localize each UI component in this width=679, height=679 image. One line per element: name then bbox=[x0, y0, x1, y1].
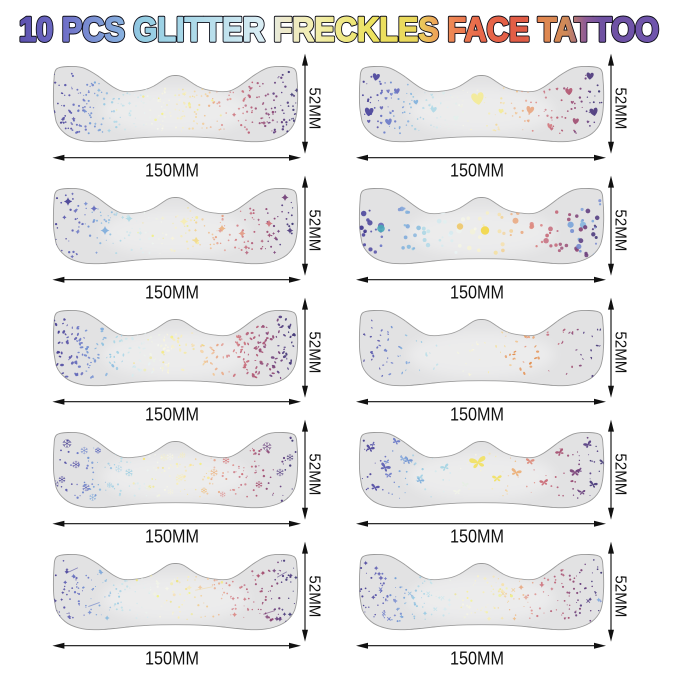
svg-text:150MM: 150MM bbox=[450, 404, 504, 424]
svg-text:52MM: 52MM bbox=[306, 331, 323, 373]
svg-text:10 PCS GLITTER FRECKLES FACE T: 10 PCS GLITTER FRECKLES FACE TATTOO bbox=[19, 11, 659, 49]
svg-text:150MM: 150MM bbox=[450, 526, 504, 546]
svg-text:52MM: 52MM bbox=[306, 575, 323, 617]
svg-text:150MM: 150MM bbox=[145, 160, 199, 180]
svg-text:52MM: 52MM bbox=[306, 209, 323, 251]
svg-text:150MM: 150MM bbox=[450, 648, 504, 668]
svg-text:150MM: 150MM bbox=[145, 282, 199, 302]
svg-text:150MM: 150MM bbox=[145, 404, 199, 424]
svg-text:52MM: 52MM bbox=[612, 209, 629, 251]
svg-text:52MM: 52MM bbox=[612, 453, 629, 495]
svg-text:52MM: 52MM bbox=[612, 575, 629, 617]
svg-text:52MM: 52MM bbox=[612, 87, 629, 129]
svg-text:150MM: 150MM bbox=[145, 648, 199, 668]
svg-text:52MM: 52MM bbox=[306, 87, 323, 129]
svg-text:52MM: 52MM bbox=[612, 331, 629, 373]
svg-text:10 PCS GLITTER FRECKLES FACE T: 10 PCS GLITTER FRECKLES FACE TATTOO bbox=[19, 11, 659, 49]
svg-text:150MM: 150MM bbox=[145, 526, 199, 546]
svg-text:52MM: 52MM bbox=[306, 453, 323, 495]
svg-text:150MM: 150MM bbox=[450, 160, 504, 180]
svg-text:150MM: 150MM bbox=[450, 282, 504, 302]
